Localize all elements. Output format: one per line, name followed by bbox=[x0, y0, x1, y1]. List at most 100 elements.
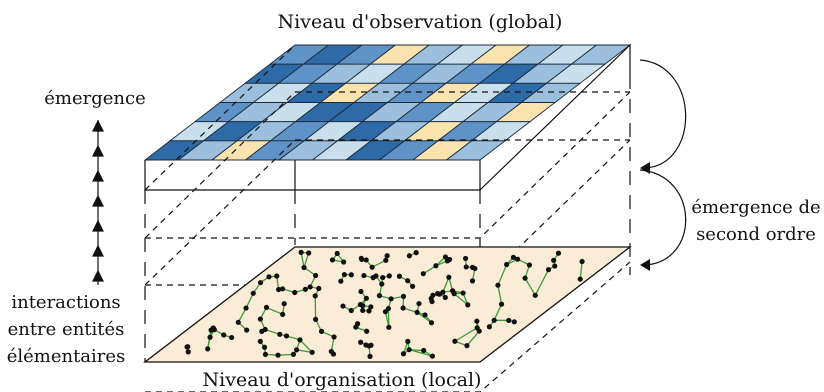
network-edge bbox=[579, 261, 583, 280]
observation-level-grid bbox=[143, 44, 632, 161]
network-node bbox=[294, 347, 300, 353]
network-node bbox=[290, 351, 297, 357]
network-node bbox=[388, 296, 394, 302]
network-edge bbox=[266, 306, 283, 315]
network-node bbox=[257, 316, 263, 322]
network-edge bbox=[442, 277, 450, 293]
network-node bbox=[184, 344, 190, 350]
network-node bbox=[369, 264, 375, 270]
network-node bbox=[428, 320, 435, 326]
network-node bbox=[341, 259, 347, 265]
arrow-head bbox=[92, 269, 104, 282]
network-node bbox=[263, 304, 270, 311]
network-node bbox=[205, 346, 211, 352]
network-node bbox=[366, 308, 372, 314]
network-node bbox=[297, 337, 303, 343]
network-edge bbox=[416, 311, 432, 324]
network-node bbox=[370, 275, 376, 281]
network-node bbox=[316, 285, 322, 292]
network-node bbox=[358, 339, 364, 345]
network-node bbox=[406, 347, 412, 353]
network-node bbox=[421, 347, 427, 354]
network-node bbox=[433, 263, 439, 269]
network-node bbox=[363, 257, 369, 263]
interaction-network bbox=[184, 249, 585, 359]
curved-arrow-bottom bbox=[639, 169, 687, 266]
network-node bbox=[486, 324, 492, 330]
network-node bbox=[298, 249, 304, 255]
network-node bbox=[210, 325, 216, 331]
network-node bbox=[474, 325, 480, 331]
network-node bbox=[363, 295, 369, 301]
arrow-head-top bbox=[640, 162, 650, 174]
organisation-level-title: Niveau d'organisation (local) bbox=[203, 369, 482, 391]
network-node bbox=[279, 286, 286, 292]
network-edge bbox=[497, 264, 508, 286]
network-node bbox=[276, 286, 282, 293]
network-node bbox=[266, 274, 272, 280]
network-node bbox=[495, 282, 501, 288]
arrow-head bbox=[92, 119, 104, 132]
network-node bbox=[277, 331, 283, 337]
network-node bbox=[440, 289, 446, 295]
network-node bbox=[306, 250, 312, 256]
network-node bbox=[511, 319, 517, 325]
network-node bbox=[280, 311, 286, 317]
network-node bbox=[416, 300, 422, 307]
network-node bbox=[400, 305, 406, 311]
network-node bbox=[207, 334, 213, 340]
network-edge bbox=[296, 349, 313, 353]
network-node bbox=[446, 274, 452, 280]
curved-arrows bbox=[639, 59, 687, 271]
network-node bbox=[504, 261, 510, 268]
network-node bbox=[506, 317, 512, 324]
network-node bbox=[422, 312, 428, 318]
arrow-head bbox=[92, 194, 104, 207]
network-node bbox=[462, 255, 469, 262]
network-node bbox=[384, 253, 390, 259]
bottom-slab-back bbox=[145, 261, 631, 392]
network-node bbox=[329, 257, 336, 263]
network-node bbox=[281, 301, 287, 307]
network-node bbox=[451, 291, 457, 297]
network-node bbox=[414, 309, 420, 315]
network-node bbox=[429, 353, 435, 359]
network-node bbox=[257, 338, 263, 344]
network-node bbox=[429, 298, 435, 305]
network-node bbox=[229, 334, 235, 341]
network-node bbox=[396, 273, 403, 279]
network-edge bbox=[237, 307, 247, 323]
network-node bbox=[413, 250, 419, 256]
arrow-head bbox=[92, 244, 104, 257]
network-edge bbox=[466, 330, 480, 347]
network-node bbox=[386, 273, 392, 279]
organisation-level-plane bbox=[143, 246, 632, 363]
curved-arrow-top bbox=[639, 59, 687, 169]
network-node bbox=[405, 278, 411, 284]
network-node bbox=[552, 263, 558, 269]
network-node bbox=[409, 283, 416, 289]
network-node bbox=[368, 304, 374, 310]
network-node bbox=[302, 286, 308, 292]
observation-level-title: Niveau d'observation (global) bbox=[278, 11, 563, 33]
network-node bbox=[340, 303, 346, 309]
network-edge bbox=[497, 285, 503, 305]
network-node bbox=[262, 351, 269, 357]
network-node bbox=[555, 250, 562, 256]
network-edge bbox=[454, 327, 478, 342]
network-node bbox=[363, 342, 369, 348]
network-node bbox=[360, 307, 366, 314]
network-node bbox=[498, 301, 505, 307]
network-node bbox=[579, 258, 585, 265]
network-node bbox=[312, 293, 318, 299]
network-node bbox=[465, 302, 471, 308]
network-node bbox=[274, 273, 280, 279]
network-node bbox=[469, 278, 476, 284]
network-node bbox=[334, 250, 340, 257]
network-node bbox=[452, 338, 458, 344]
network-node bbox=[331, 334, 337, 340]
network-node bbox=[235, 319, 241, 325]
interactions-label-line2: entre entités bbox=[8, 319, 125, 340]
network-node bbox=[514, 256, 521, 262]
